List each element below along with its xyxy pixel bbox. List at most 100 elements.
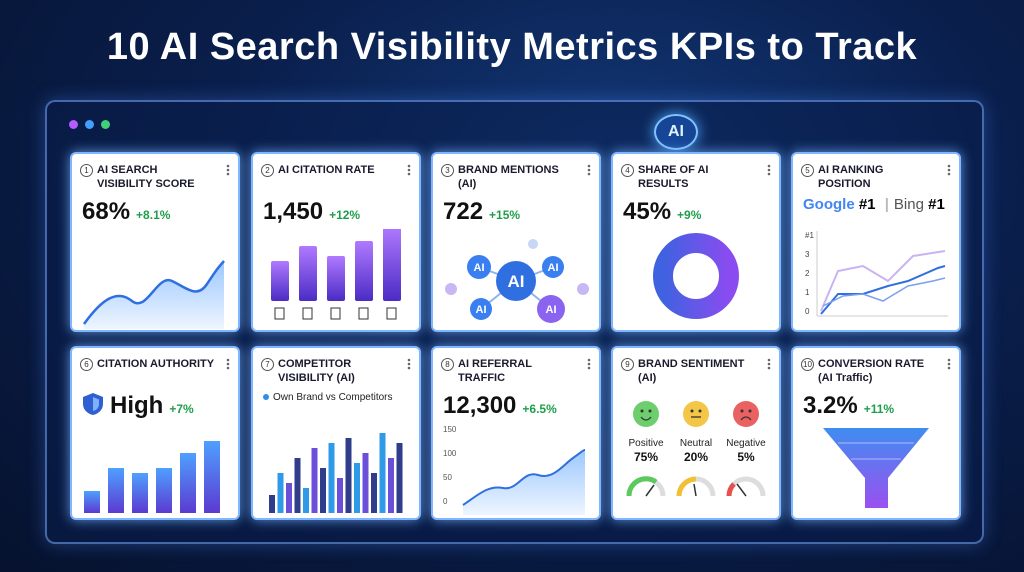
menu-icon [587,164,591,176]
card-title: AI RANKING POSITION [818,164,884,190]
card-number: 4 [621,164,634,177]
decoration [820,250,946,312]
card-number: 6 [80,358,93,371]
decoration [311,448,318,513]
decoration [274,307,285,320]
decoration [748,409,752,413]
menu-icon [407,164,411,176]
y-tick-label: #1 [805,231,814,240]
decoration [767,164,771,168]
decoration [84,261,224,329]
decoration [947,358,951,362]
decoration [463,450,585,515]
decoration [407,362,411,366]
decoration [226,362,230,366]
decoration [736,483,747,497]
decoration [690,409,694,413]
kpi-change: +8.1% [136,208,171,222]
decoration [693,483,697,497]
ai-badge: AI [654,114,698,150]
decoration [823,428,929,508]
engine-name: Google [803,196,855,213]
engine-rank: #1 [858,196,876,213]
decoration [587,362,591,366]
decoration [407,172,411,176]
decoration [320,468,326,513]
decoration [587,358,591,362]
decoration [767,168,771,172]
decoration [84,441,220,513]
decoration [407,366,411,370]
decoration [358,307,369,320]
kpi-card: 9 BRAND SENTIMENT (AI) Positive 75% Neutr… [611,346,781,520]
decoration: 45% +9% [623,198,701,226]
kpi-card: 1 AI SEARCH VISIBILITY SCORE 68% +8.1% [70,152,240,332]
decoration [108,468,124,513]
menu-icon [407,358,411,370]
kpi-value: 722 [443,198,484,225]
node-label: AI [474,262,485,274]
window-dot [85,120,94,129]
decoration: 722 +15% [443,198,520,226]
decoration [767,366,771,370]
y-tick-label: 50 [443,473,452,482]
card-title: SHARE OF AI RESULTS [638,164,709,190]
y-tick-label: 0 [443,497,448,506]
menu-icon [226,358,230,370]
menu-icon [947,164,951,176]
decoration [726,482,736,497]
kpi-card: 7 COMPETITOR VISIBILITY (AI) Own Brand vs … [251,346,421,520]
decoration [302,307,313,320]
decoration [226,168,230,172]
kpi-value: 68% [82,198,131,225]
decoration [226,172,230,176]
card-number: 9 [621,358,634,371]
decoration [445,283,457,295]
menu-icon [587,358,591,370]
decoration: Positive 75% Neutral 20% Negative 5% [626,401,766,497]
card-title: AI CITATION RATE [278,164,375,176]
decoration [383,229,401,301]
decoration [156,468,172,513]
decoration [84,491,100,513]
kpi-card: 2 AI CITATION RATE 1,450 +12% [251,152,421,332]
decoration [388,458,394,513]
decoration [587,172,591,176]
kpi-change: +7% [169,402,194,416]
decoration [330,307,341,320]
decoration [645,484,655,497]
decoration [676,476,697,497]
decoration [740,416,752,421]
card-number: 1 [80,164,93,177]
legend-text: Own Brand vs Competitors [273,392,393,403]
sentiment-value: 20% [684,450,708,464]
shield-icon [83,393,103,415]
decoration [180,453,196,513]
kpi-value: 3.2% [803,392,858,419]
y-tick-label: 0 [805,307,810,316]
decoration [271,261,289,301]
decoration [947,362,951,366]
decoration [226,358,230,362]
card-title: CITATION AUTHORITY [97,358,215,370]
y-tick-label: 2 [805,269,810,278]
decoration: #1 3 2 1 0 [805,231,948,317]
decoration [294,458,301,513]
decoration [226,164,230,168]
card-title: COMPETITOR VISIBILITY (AI) [278,358,355,384]
kpi-card: 10 CONVERSION RATE (AI Traffic) 3.2% +11% [791,346,961,520]
decoration [587,366,591,370]
decoration: 3.2% +11% [803,392,894,420]
card-number: 3 [441,164,454,177]
decoration [470,298,492,320]
decoration [327,256,345,301]
card-title: BRAND MENTIONS (AI) [458,164,559,190]
decoration [767,358,771,362]
decoration [653,233,739,319]
window-dot [69,120,78,129]
decoration [542,256,564,278]
decoration [587,164,591,168]
decoration: AI AI AI AI AI [445,239,589,323]
kpi-card: 5 AI RANKING POSITION Google #1 | Bing #1 … [791,152,961,332]
sentiment-label: Positive [628,438,663,449]
